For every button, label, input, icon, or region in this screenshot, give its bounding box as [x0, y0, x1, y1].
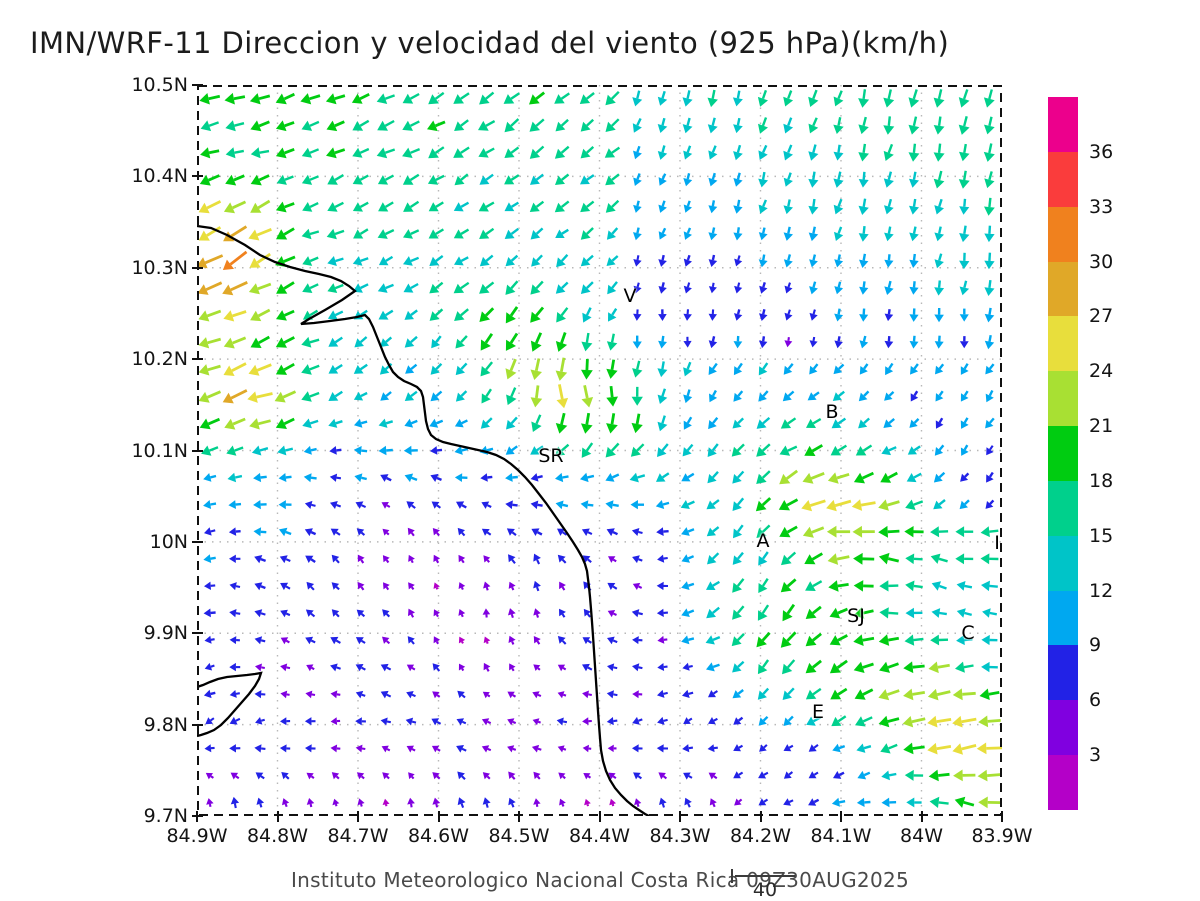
colorbar-band	[1048, 371, 1078, 426]
x-tick-mark	[679, 811, 681, 822]
station-label-b: B	[825, 401, 838, 423]
x-tick-mark	[196, 811, 198, 822]
colorbar-band	[1048, 481, 1078, 536]
colorbar-tick: 18	[1089, 470, 1113, 492]
station-label-v: V	[624, 285, 637, 307]
colorbar-tick: 3	[1089, 744, 1101, 766]
x-axis-tick: 84.3W	[649, 825, 710, 847]
station-label-e: E	[812, 701, 824, 723]
colorbar-band	[1048, 536, 1078, 591]
y-axis-tick: 10.2N	[131, 348, 197, 370]
colorbar-tick: 12	[1089, 580, 1113, 602]
y-axis-tick: 10.1N	[131, 440, 197, 462]
x-tick-mark	[518, 811, 520, 822]
y-tick-mark	[192, 175, 203, 177]
colorbar-tick: 15	[1089, 525, 1113, 547]
reference-vector	[735, 875, 795, 877]
station-label-sj: SJ	[847, 605, 865, 627]
station-label-a: A	[757, 530, 770, 552]
colorbar-band	[1048, 207, 1078, 262]
colorbar-tick: 21	[1089, 415, 1113, 437]
y-axis-tick: 10.5N	[131, 74, 197, 96]
y-tick-mark	[192, 84, 203, 86]
y-axis-tick: 10N	[150, 531, 197, 553]
y-tick-mark	[192, 358, 203, 360]
x-axis-tick: 84.4W	[569, 825, 630, 847]
reference-vector-tip	[731, 869, 733, 883]
colorbar-band	[1048, 755, 1078, 810]
colorbar-tick: 6	[1089, 689, 1101, 711]
y-tick-mark	[192, 267, 203, 269]
x-tick-mark	[438, 811, 440, 822]
x-axis-tick: 84.5W	[488, 825, 549, 847]
y-tick-mark	[192, 450, 203, 452]
footer-credit: Instituto Meteorologico Nacional Costa R…	[291, 868, 909, 892]
station-label-sr: SR	[538, 445, 563, 467]
colorbar-band	[1048, 262, 1078, 317]
y-tick-mark	[192, 541, 203, 543]
y-axis-tick: 10.3N	[131, 257, 197, 279]
colorbar-tick: 9	[1089, 634, 1101, 656]
colorbar-band	[1048, 97, 1078, 152]
y-tick-mark	[192, 724, 203, 726]
colorbar	[1048, 97, 1078, 810]
x-axis-tick: 84.6W	[408, 825, 469, 847]
colorbar-band	[1048, 152, 1078, 207]
x-tick-mark	[840, 811, 842, 822]
colorbar-band	[1048, 316, 1078, 371]
y-axis-tick: 9.9N	[144, 622, 197, 644]
x-tick-mark	[921, 811, 923, 822]
colorbar-tick: 33	[1089, 196, 1113, 218]
x-axis-tick: 84.8W	[247, 825, 308, 847]
colorbar-band	[1048, 426, 1078, 481]
x-axis-tick: 84W	[900, 825, 943, 847]
y-axis-tick: 9.7N	[144, 805, 197, 827]
x-axis-tick: 84.9W	[166, 825, 227, 847]
x-axis-tick: 84.1W	[810, 825, 871, 847]
x-tick-mark	[357, 811, 359, 822]
x-tick-mark	[277, 811, 279, 822]
x-tick-mark	[760, 811, 762, 822]
station-label-i: I	[994, 532, 1000, 554]
colorbar-band	[1048, 591, 1078, 646]
x-axis-tick: 83.9W	[971, 825, 1032, 847]
colorbar-tick: 30	[1089, 251, 1113, 273]
x-tick-mark	[599, 811, 601, 822]
reference-vector-label: 40	[753, 879, 777, 901]
colorbar-tick: 27	[1089, 305, 1113, 327]
y-tick-mark	[192, 632, 203, 634]
colorbar-band	[1048, 700, 1078, 755]
y-axis-tick: 9.8N	[144, 714, 197, 736]
x-axis-tick: 84.2W	[730, 825, 791, 847]
y-axis-tick: 10.4N	[131, 165, 197, 187]
x-tick-mark	[1001, 811, 1003, 822]
colorbar-band	[1048, 645, 1078, 700]
station-label-c: C	[961, 622, 974, 644]
x-axis-tick: 84.7W	[327, 825, 388, 847]
colorbar-tick: 36	[1089, 141, 1113, 163]
colorbar-tick: 24	[1089, 360, 1113, 382]
